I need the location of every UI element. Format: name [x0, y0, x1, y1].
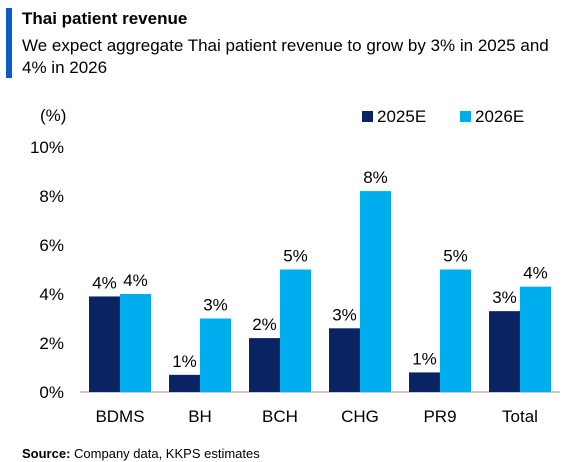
data-label-2025E-Total: 3% [492, 288, 517, 307]
bar-2026E-Total [520, 286, 551, 392]
bar-2025E-Total [489, 311, 520, 392]
y-tick-label: 10% [30, 138, 64, 157]
bar-chart: (%) 2025E 2026E 0% 2% 4% 6% 8% 10% 4% 4% BDMS 1% 3… [30, 106, 560, 426]
data-label-2025E-BH: 1% [172, 352, 197, 371]
data-label-2026E-Total: 4% [523, 264, 548, 283]
x-tick-label-BCH: BCH [262, 407, 298, 426]
bar-2025E-BDMS [89, 296, 120, 392]
chart-marks: 0% 2% 4% 6% 8% 10% 4% 4% BDMS 1% 3% BH 2% 5% BCH 3% 8% CH… [30, 138, 551, 426]
y-tick-label: 0% [39, 383, 64, 402]
bar-2026E-BH [200, 318, 231, 392]
source-text: Company data, KKPS estimates [74, 446, 260, 461]
x-tick-label-BH: BH [188, 407, 212, 426]
legend-swatch-2025E [362, 111, 373, 122]
bar-2025E-CHG [329, 328, 360, 392]
y-tick-label: 6% [39, 236, 64, 255]
bar-2026E-BDMS [120, 294, 151, 392]
x-tick-label-PR9: PR9 [423, 407, 456, 426]
source-label: Source: [22, 446, 71, 461]
data-label-2026E-CHG: 8% [363, 168, 388, 187]
data-label-2025E-PR9: 1% [412, 349, 437, 368]
data-label-2026E-PR9: 5% [443, 247, 468, 266]
bar-2025E-BCH [249, 338, 280, 392]
bar-2026E-PR9 [440, 269, 471, 392]
x-tick-label-Total: Total [502, 407, 538, 426]
legend-label-2025E: 2025E [377, 107, 426, 126]
data-label-2026E-BH: 3% [203, 296, 228, 315]
bar-2026E-CHG [360, 191, 391, 392]
bar-2026E-BCH [280, 269, 311, 392]
x-tick-label-BDMS: BDMS [95, 407, 144, 426]
legend-swatch-2026E [460, 111, 471, 122]
data-label-2025E-BDMS: 4% [92, 273, 117, 292]
data-label-2026E-BDMS: 4% [123, 271, 148, 290]
legend-label-2026E: 2026E [475, 107, 524, 126]
y-tick-label: 2% [39, 334, 64, 353]
bar-2025E-PR9 [409, 372, 440, 392]
chart-title: Thai patient revenue [22, 9, 188, 28]
data-label-2026E-BCH: 5% [283, 247, 308, 266]
data-label-2025E-CHG: 3% [332, 305, 357, 324]
y-tick-label: 4% [39, 285, 64, 304]
bar-2025E-BH [169, 374, 200, 392]
y-tick-label: 8% [39, 187, 64, 206]
x-tick-label-CHG: CHG [341, 407, 379, 426]
title-accent-bar [6, 8, 12, 78]
legend: 2025E 2026E [362, 107, 524, 126]
source-note: Source: Company data, KKPS estimates [22, 446, 260, 461]
data-label-2025E-BCH: 2% [252, 315, 277, 334]
chart-subtitle: We expect aggregate Thai patient revenue… [22, 36, 549, 77]
y-unit-label: (%) [40, 106, 66, 125]
